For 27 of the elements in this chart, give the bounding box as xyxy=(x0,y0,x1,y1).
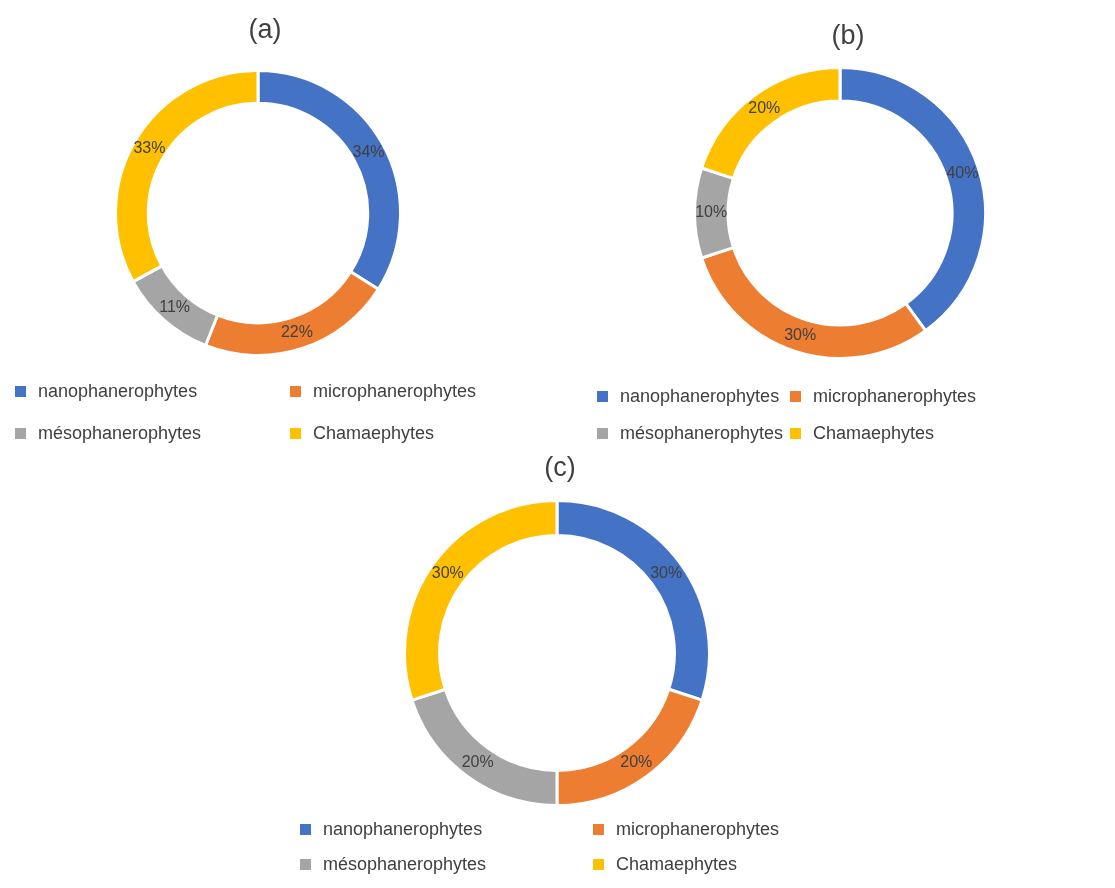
legend-label: mésophanerophytes xyxy=(38,423,202,444)
data-label: 20% xyxy=(461,752,494,770)
legend-label: nanophanerophytes xyxy=(620,386,780,407)
legend-label: mésophanerophytes xyxy=(620,423,784,444)
legend-label: microphanerophytes xyxy=(313,381,477,402)
legend-label: mésophanerophytes xyxy=(323,854,487,875)
legend-label: Chamaephytes xyxy=(313,423,435,444)
legend-label: Chamaephytes xyxy=(616,854,738,875)
chart-title: (a) xyxy=(247,14,283,45)
data-label: 20% xyxy=(748,99,781,117)
data-label: 40% xyxy=(946,163,979,181)
legend-label: Chamaephytes xyxy=(813,423,935,444)
data-label: 33% xyxy=(133,139,166,157)
legend-label: nanophanerophytes xyxy=(323,819,483,840)
data-label: 34% xyxy=(352,142,385,160)
data-label: 20% xyxy=(620,752,653,770)
data-label: 30% xyxy=(431,564,464,582)
data-label: 10% xyxy=(695,203,728,221)
data-label: 11% xyxy=(159,298,191,315)
data-label: 30% xyxy=(650,564,683,582)
legend-label: microphanerophytes xyxy=(813,386,977,407)
legend-label: microphanerophytes xyxy=(616,819,780,840)
legend-label: nanophanerophytes xyxy=(38,381,198,402)
data-label: 30% xyxy=(784,325,817,343)
data-label: 22% xyxy=(280,323,313,341)
chart-title: (c) xyxy=(543,452,577,483)
chart-title: (b) xyxy=(830,20,866,51)
